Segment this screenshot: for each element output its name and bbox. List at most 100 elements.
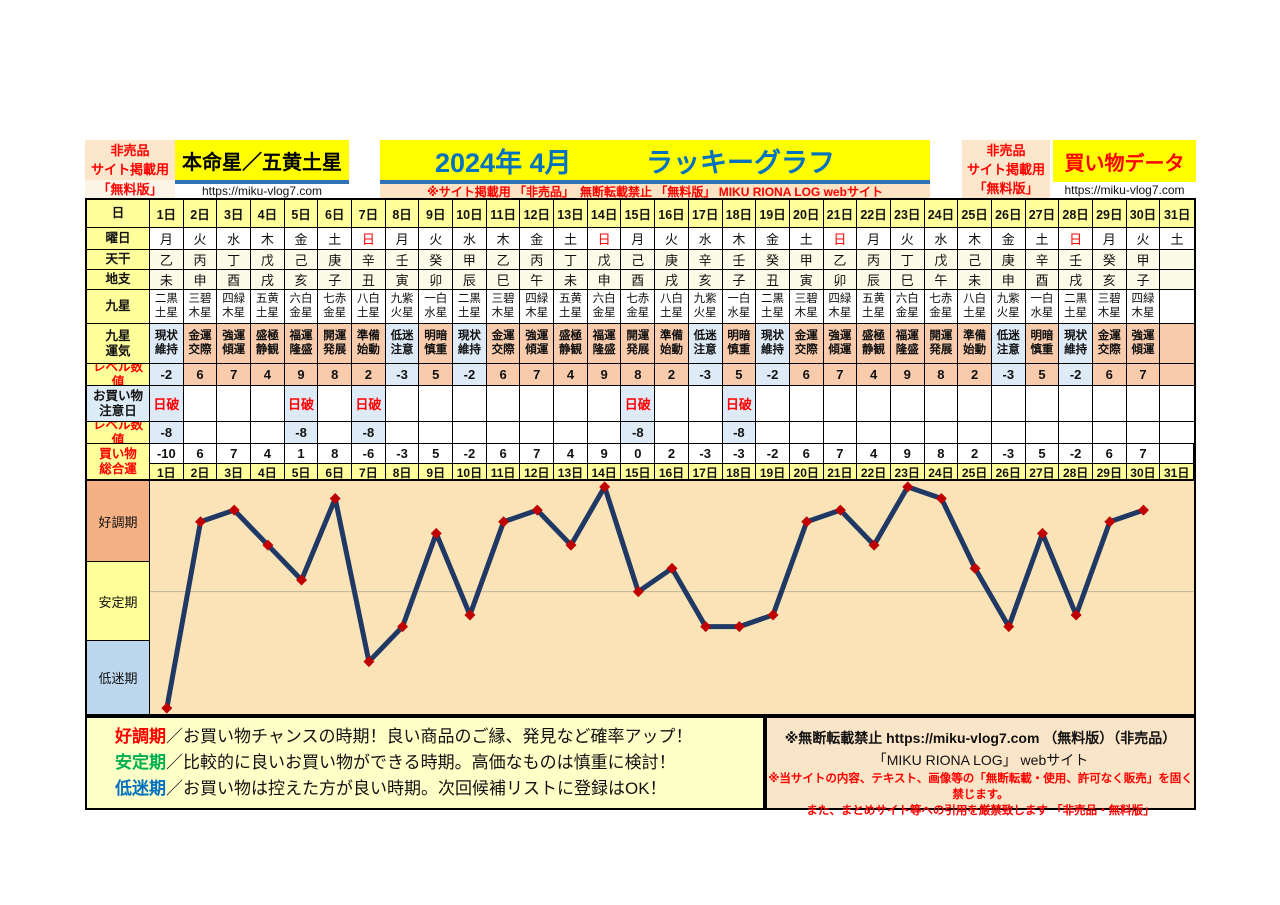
table-cell: 22日 bbox=[857, 200, 891, 228]
data-point-marker bbox=[834, 504, 846, 516]
row-label: レベル数値 bbox=[87, 364, 150, 386]
table-cell: 五黄 土星 bbox=[857, 290, 891, 324]
table-cell: 29日 bbox=[1092, 464, 1127, 481]
table-cell: 甲 bbox=[789, 250, 824, 270]
table-cell: 20日 bbox=[789, 464, 824, 481]
honmeisei-title: 本命星／五黄土星 bbox=[175, 140, 349, 180]
table-cell: 開運 発展 bbox=[621, 324, 656, 364]
data-point-marker bbox=[161, 702, 173, 714]
table-cell: 7 bbox=[823, 444, 858, 464]
data-point-marker bbox=[1003, 621, 1015, 633]
table-cell: 4 bbox=[857, 444, 891, 464]
table-cell: 丙 bbox=[520, 250, 555, 270]
table-cell: 水 bbox=[453, 228, 487, 250]
table-cell: 2 bbox=[655, 444, 689, 464]
table-cell: 土 bbox=[1025, 228, 1060, 250]
table-cell bbox=[385, 422, 420, 444]
table-cell: 水 bbox=[924, 228, 959, 250]
table-cell: 壬 bbox=[1059, 250, 1093, 270]
table-cell: 寅 bbox=[385, 270, 420, 290]
table-cell: 盛極 静観 bbox=[251, 324, 285, 364]
table-cell: 巳 bbox=[486, 270, 521, 290]
table-cell: 1 bbox=[284, 444, 319, 464]
table-cell: 福運 隆盛 bbox=[890, 324, 925, 364]
table-cell: 申 bbox=[587, 270, 622, 290]
table-cell: 庚 bbox=[318, 250, 353, 270]
table-cell: 丁 bbox=[217, 250, 252, 270]
table-cell: 日破 bbox=[150, 386, 184, 422]
table-cell: 強運 傾運 bbox=[823, 324, 858, 364]
table-cell: 四緑 木星 bbox=[823, 290, 858, 324]
table-cell: 五黄 土星 bbox=[251, 290, 285, 324]
table-cell: 木 bbox=[251, 228, 285, 250]
table-cell: 月 bbox=[1092, 228, 1127, 250]
table-cell: 辛 bbox=[352, 250, 386, 270]
table-cell: 六白 金星 bbox=[890, 290, 925, 324]
table-cell bbox=[453, 386, 487, 422]
table-cell bbox=[486, 422, 521, 444]
table-cell: 日 bbox=[1059, 228, 1093, 250]
table-cell: 子 bbox=[318, 270, 353, 290]
table-cell: 三碧 木星 bbox=[486, 290, 521, 324]
page-header: 非売品 サイト掲載用 「無料版」 本命星／五黄土星 https://miku-v… bbox=[0, 0, 1280, 199]
table-cell: 4 bbox=[857, 364, 891, 386]
table-cell: 6 bbox=[183, 364, 218, 386]
table-cell: 戌 bbox=[1059, 270, 1093, 290]
table-cell: 盛極 静観 bbox=[554, 324, 588, 364]
data-point-marker bbox=[1104, 516, 1116, 528]
table-cell: -8 bbox=[352, 422, 386, 444]
table-cell: 現状 維持 bbox=[756, 324, 790, 364]
table-cell: 午 bbox=[924, 270, 959, 290]
table-cell: 四緑 木星 bbox=[1126, 290, 1161, 324]
table-cell: 二黒 土星 bbox=[453, 290, 487, 324]
data-point-marker bbox=[1036, 527, 1048, 539]
data-point-marker bbox=[1137, 504, 1149, 516]
table-cell: 日 bbox=[352, 228, 386, 250]
table-cell: 17日 bbox=[688, 200, 723, 228]
table-cell: 開運 発展 bbox=[924, 324, 959, 364]
table-cell: 5 bbox=[419, 444, 454, 464]
table-cell bbox=[655, 422, 689, 444]
table-cell bbox=[655, 386, 689, 422]
table-cell: 壬 bbox=[385, 250, 420, 270]
left-note-line1: 非売品 bbox=[110, 143, 150, 158]
table-cell: 酉 bbox=[621, 270, 656, 290]
table-cell: 27日 bbox=[1025, 200, 1060, 228]
table-cell: 金 bbox=[520, 228, 555, 250]
left-note-line2: サイト掲載用 bbox=[90, 162, 169, 177]
table-cell: 月 bbox=[857, 228, 891, 250]
table-cell bbox=[251, 422, 285, 444]
line-chart bbox=[150, 481, 1194, 714]
right-note-line1: 非売品 bbox=[986, 142, 1026, 158]
table-cell: 八白 土星 bbox=[655, 290, 689, 324]
table-cell: 一白 水星 bbox=[722, 290, 757, 324]
table-cell bbox=[857, 422, 891, 444]
table-cell: -8 bbox=[284, 422, 319, 444]
table-cell bbox=[823, 386, 858, 422]
legend-term-stable: 安定期 bbox=[115, 753, 166, 772]
table-cell: 己 bbox=[284, 250, 319, 270]
table-cell: 4日 bbox=[251, 200, 285, 228]
table-cell: 13日 bbox=[554, 464, 588, 481]
table-cell: -2 bbox=[453, 364, 487, 386]
table-cell: 七赤 金星 bbox=[318, 290, 353, 324]
table-cell bbox=[1092, 422, 1127, 444]
table-cell bbox=[1160, 386, 1194, 422]
table-cell: 酉 bbox=[1025, 270, 1060, 290]
table-cell: 庚 bbox=[655, 250, 689, 270]
table-cell bbox=[1092, 386, 1127, 422]
table-cell: 金 bbox=[991, 228, 1026, 250]
data-point-marker bbox=[430, 527, 442, 539]
table-cell: 乙 bbox=[823, 250, 858, 270]
table-cell bbox=[991, 422, 1026, 444]
notice-box: ※無断転載禁止 https://miku-vlog7.com （無料版）（非売品… bbox=[765, 716, 1196, 817]
table-cell: 開運 発展 bbox=[318, 324, 353, 364]
table-cell: 26日 bbox=[991, 200, 1026, 228]
table-cell: 申 bbox=[991, 270, 1026, 290]
table-cell: 強運 傾運 bbox=[217, 324, 252, 364]
kaimono-title: 買い物データ bbox=[1053, 140, 1196, 182]
table-cell: 卯 bbox=[419, 270, 454, 290]
table-cell: 三碧 木星 bbox=[789, 290, 824, 324]
lucky-table: 日 1日 2日 3日 4日 5日 6日 7日 8日 9日 10日 11日 12日 13日 14日 15日 16日… bbox=[85, 198, 1196, 483]
